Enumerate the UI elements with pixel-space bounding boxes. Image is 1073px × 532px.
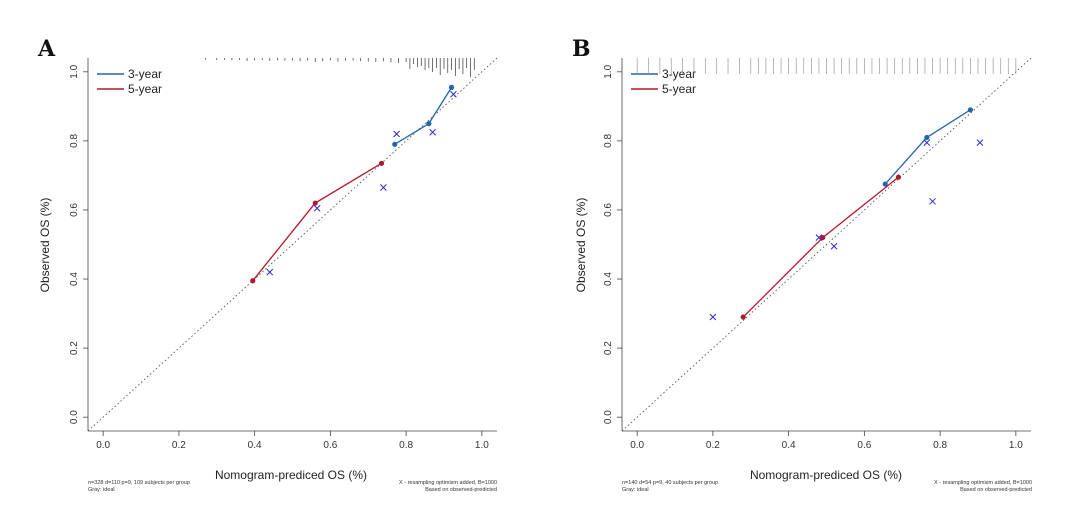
x-tick-label-b: 0.8	[933, 440, 947, 451]
y-tick-label-a: 0.6	[69, 203, 80, 217]
footnote-right-line1-b: X - resampling optimism added, B=1000	[934, 480, 1032, 486]
y-tick-label-b: 0.8	[603, 134, 614, 148]
footnote-left-line2-b: Gray: ideal	[622, 487, 649, 493]
corrected-point-a	[393, 130, 400, 138]
y-tick-label-b: 0.2	[603, 341, 614, 355]
footnote-left-line2-a: Gray: ideal	[88, 487, 115, 493]
y-tick-label-a: 1.0	[69, 64, 80, 78]
footnote-right-line1-a: X - resampling optimism added, B=1000	[399, 480, 497, 486]
series-line-3-year-b	[884, 109, 971, 185]
series-point-5-year-a	[312, 200, 318, 206]
corrected-point-a	[266, 268, 274, 276]
x-tick-label-a: 0.0	[96, 440, 110, 451]
legend-label-3-year-a: 3-year	[128, 67, 162, 81]
corrected-point-a	[450, 90, 457, 98]
series-point-5-year-b	[740, 314, 746, 320]
x-tick-label-a: 1.0	[475, 440, 489, 451]
series-point-5-year-a	[378, 160, 385, 166]
y-tick-label-a: 0.4	[69, 272, 80, 286]
footnote-left-line1-b: n=140 d=54 p=9, 40 subjects per group	[622, 480, 718, 486]
series-point-3-year-a	[392, 141, 398, 147]
y-tick-label-b: 1.0	[603, 64, 614, 78]
x-tick-label-b: 1.0	[1009, 440, 1023, 451]
y-tick-label-b: 0.0	[603, 410, 614, 424]
series-point-3-year-b	[967, 107, 974, 113]
corrected-point-a	[380, 184, 387, 191]
y-tick-label-b: 0.4	[603, 272, 614, 286]
legend-label-5-year-a: 5-year	[128, 82, 162, 96]
series-point-3-year-b	[924, 134, 930, 141]
x-axis-title-a: Nomogram-prediced OS (%)	[215, 468, 367, 482]
x-axis-title-b: Nomogram-prediced OS (%)	[750, 468, 902, 482]
calibration-panel-a: A Nomogram-prediced OS (%) Observed OS (…	[0, 0, 536, 532]
plot-area-b: 0.0 0.2 0.4 0.6 0.8 1.0 0.0 0.2 0.4 0.6 0.8 1.0	[603, 57, 1032, 451]
calibration-chart-a: A Nomogram-prediced OS (%) Observed OS (…	[37, 36, 498, 493]
legend-label-3-year-b: 3-year	[662, 67, 696, 81]
series-point-5-year-a	[250, 278, 256, 284]
corrected-point-a	[313, 204, 321, 212]
y-axis-title-a: Observed OS (%)	[38, 198, 52, 293]
x-tick-label-b: 0.0	[630, 440, 644, 451]
footnote-right-line2-a: Based on observed-predicted	[425, 487, 497, 493]
series-point-5-year-b	[820, 234, 826, 241]
corrected-point-b	[709, 313, 717, 321]
y-tick-label-a: 0.2	[69, 341, 80, 355]
ideal-line-a	[87, 57, 498, 432]
x-tick-label-b: 0.4	[782, 440, 796, 451]
series-point-3-year-a	[426, 121, 432, 127]
y-tick-label-a: 0.8	[69, 134, 80, 148]
panel-letter-b: B	[572, 36, 591, 62]
ideal-line-b	[621, 57, 1032, 432]
corrected-point-a	[429, 128, 436, 136]
corrected-point-b	[923, 139, 931, 146]
series-point-3-year-a	[448, 84, 455, 90]
y-axis-title-b: Observed OS (%)	[574, 198, 588, 293]
y-tick-label-a: 0.0	[69, 410, 80, 424]
x-tick-label-a: 0.8	[399, 440, 413, 451]
calibration-panel-b: B Nomogram-prediced OS (%) Observed OS (…	[536, 0, 1072, 532]
corrected-point-b	[929, 197, 936, 205]
series-point-5-year-b	[895, 174, 902, 180]
series-point-3-year-b	[882, 181, 888, 187]
x-tick-label-a: 0.6	[323, 440, 337, 451]
x-tick-label-a: 0.4	[248, 440, 262, 451]
legend-label-5-year-b: 5-year	[662, 82, 696, 96]
plot-area-a: 0.0 0.2 0.4 0.6 0.8 1.0 0.0 0.2 0.4 0.6 0.8 1.0	[69, 57, 498, 451]
corrected-point-b	[830, 242, 838, 250]
series-line-3-year-a	[394, 87, 453, 145]
x-tick-label-a: 0.2	[172, 440, 186, 451]
y-tick-label-b: 0.6	[603, 203, 614, 217]
legend-a: 3-year 5-year	[97, 67, 162, 96]
calibration-chart-b: B Nomogram-prediced OS (%) Observed OS (…	[572, 36, 1032, 493]
corrected-point-b	[976, 139, 984, 146]
footnote-left-line1-a: n=328 d=110 p=9, 109 subjects per group	[88, 480, 190, 486]
series-line-5-year-b	[742, 176, 899, 318]
corrected-point-b	[815, 234, 823, 241]
panel-letter-a: A	[37, 36, 56, 62]
x-tick-label-b: 0.6	[857, 440, 871, 451]
x-tick-label-b: 0.2	[706, 440, 720, 451]
legend-b: 3-year 5-year	[631, 67, 696, 96]
footnote-right-line2-b: Based on observed-predicted	[960, 487, 1032, 493]
